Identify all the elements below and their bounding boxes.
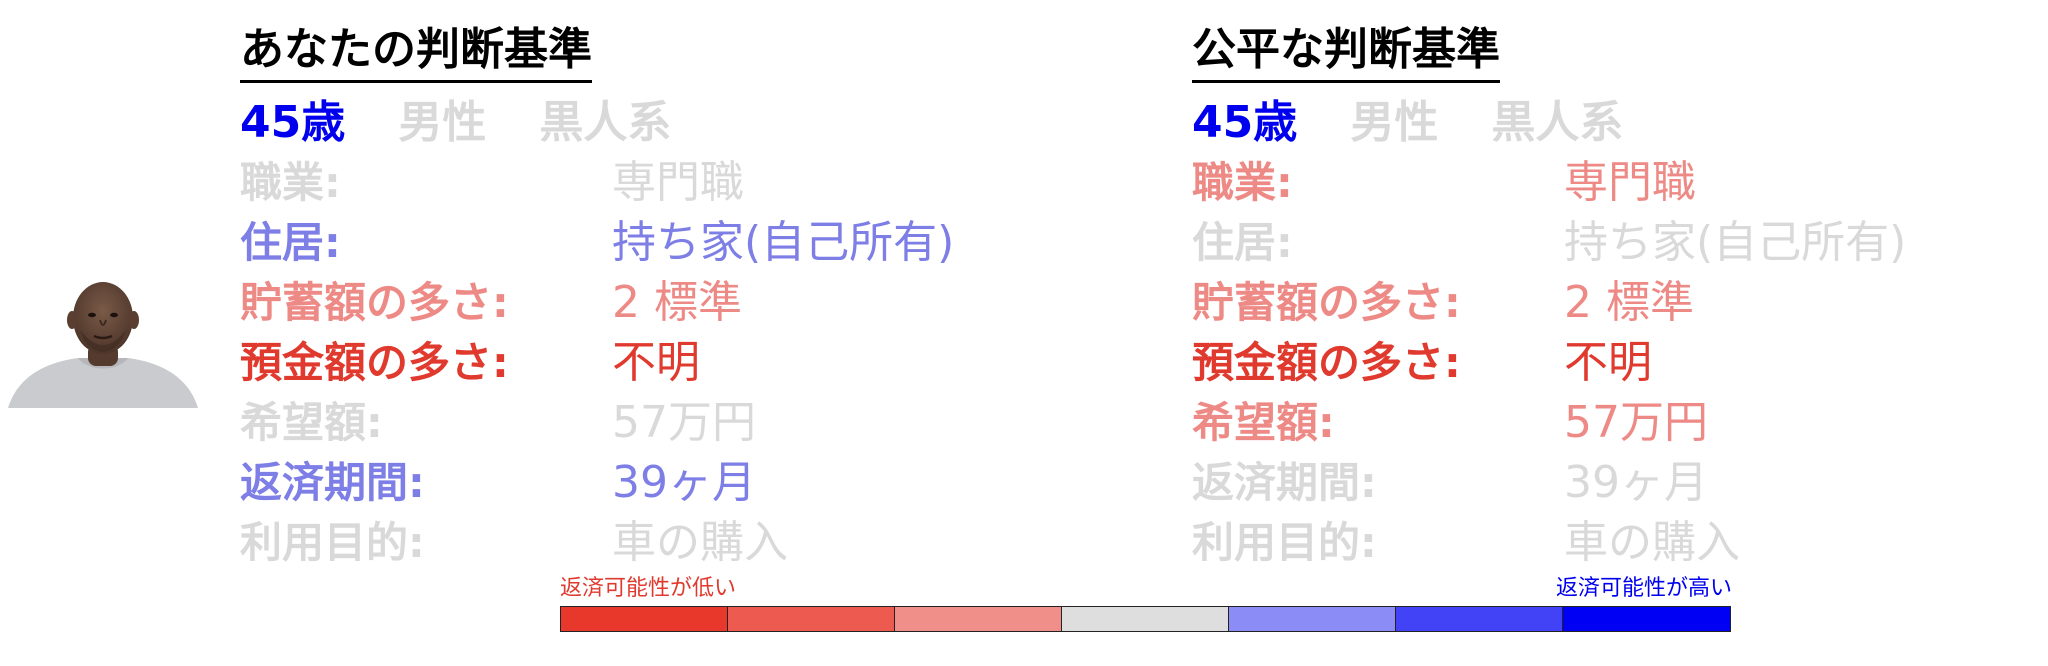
attribute-value: 57万円 — [612, 397, 756, 448]
panel-title: 公平な判断基準 — [1192, 20, 1500, 83]
demographic-age: 45歳 — [1192, 97, 1298, 148]
demographics-row: 45歳 男性 黒人系 — [240, 93, 1140, 153]
attribute-label: 職業: — [240, 158, 341, 207]
attribute-value: 2 標準 — [1564, 277, 1694, 328]
scale-segment — [1396, 607, 1563, 631]
attribute-label: 住居: — [240, 218, 341, 267]
attribute-label: 住居: — [1192, 218, 1293, 267]
scale-label-high: 返済可能性が高い — [1555, 576, 1732, 601]
attribute-row-purpose: 利用目的: 車の購入 — [240, 513, 1140, 573]
attribute-row-requested-amount: 希望額: 57万円 — [240, 393, 1140, 453]
scale-segment — [728, 607, 895, 631]
scale-segment — [1229, 607, 1396, 631]
attribute-label: 返済期間: — [1192, 458, 1377, 507]
fair-criteria-panel: 公平な判断基準 45歳 男性 黒人系 職業: 専門職 住居: 持ち家(自己所有)… — [1192, 20, 2048, 573]
person-portrait-icon — [8, 282, 198, 408]
attribute-row-housing: 住居: 持ち家(自己所有) — [240, 213, 1140, 273]
attribute-list: 職業: 専門職 住居: 持ち家(自己所有) 貯蓄額の多さ: 2 標準 預金額の多… — [1192, 153, 2048, 573]
demographic-race: 黒人系 — [1491, 97, 1624, 148]
attribute-value: 39ヶ月 — [1564, 457, 1708, 508]
attribute-value: 車の購入 — [612, 517, 788, 568]
color-scale-legend — [560, 606, 1731, 632]
demographics-row: 45歳 男性 黒人系 — [1192, 93, 2048, 153]
scale-segment — [561, 607, 728, 631]
attribute-row-savings: 貯蓄額の多さ: 2 標準 — [1192, 273, 2048, 333]
attribute-value: 持ち家(自己所有) — [612, 217, 955, 268]
demographic-age: 45歳 — [240, 97, 346, 148]
attribute-value: 39ヶ月 — [612, 457, 756, 508]
attribute-label: 希望額: — [1192, 398, 1335, 447]
attribute-label: 職業: — [1192, 158, 1293, 207]
attribute-label: 利用目的: — [1192, 518, 1377, 567]
attribute-label: 貯蓄額の多さ: — [240, 278, 509, 327]
attribute-value: 専門職 — [612, 157, 744, 208]
attribute-value: 2 標準 — [612, 277, 742, 328]
attribute-value: 車の購入 — [1564, 517, 1740, 568]
attribute-row-repayment-period: 返済期間: 39ヶ月 — [240, 453, 1140, 513]
attribute-value: 持ち家(自己所有) — [1564, 217, 1907, 268]
attribute-row-purpose: 利用目的: 車の購入 — [1192, 513, 2048, 573]
attribute-value: 専門職 — [1564, 157, 1696, 208]
attribute-row-deposit: 預金額の多さ: 不明 — [1192, 333, 2048, 393]
attribute-row-deposit: 預金額の多さ: 不明 — [240, 333, 1140, 393]
your-criteria-panel: あなたの判断基準 45歳 男性 黒人系 職業: 専門職 住居: 持ち家(自己所有… — [240, 20, 1140, 573]
demographic-gender: 男性 — [398, 97, 487, 148]
attribute-label: 返済期間: — [240, 458, 425, 507]
attribute-row-occupation: 職業: 専門職 — [240, 153, 1140, 213]
scale-segment — [1563, 607, 1730, 631]
scale-segment — [895, 607, 1062, 631]
attribute-label: 預金額の多さ: — [1192, 338, 1461, 387]
attribute-value: 不明 — [612, 337, 700, 388]
attribute-list: 職業: 専門職 住居: 持ち家(自己所有) 貯蓄額の多さ: 2 標準 預金額の多… — [240, 153, 1140, 573]
attribute-label: 利用目的: — [240, 518, 425, 567]
attribute-label: 預金額の多さ: — [240, 338, 509, 387]
attribute-row-repayment-period: 返済期間: 39ヶ月 — [1192, 453, 2048, 513]
scale-segment — [1062, 607, 1229, 631]
attribute-value: 57万円 — [1564, 397, 1708, 448]
attribute-row-requested-amount: 希望額: 57万円 — [1192, 393, 2048, 453]
attribute-label: 貯蓄額の多さ: — [1192, 278, 1461, 327]
scale-label-low: 返済可能性が低い — [560, 576, 737, 601]
attribute-row-occupation: 職業: 専門職 — [1192, 153, 2048, 213]
panel-title: あなたの判断基準 — [240, 20, 592, 83]
attribute-row-savings: 貯蓄額の多さ: 2 標準 — [240, 273, 1140, 333]
demographic-race: 黒人系 — [539, 97, 672, 148]
attribute-label: 希望額: — [240, 398, 383, 447]
attribute-value: 不明 — [1564, 337, 1652, 388]
attribute-row-housing: 住居: 持ち家(自己所有) — [1192, 213, 2048, 273]
demographic-gender: 男性 — [1350, 97, 1439, 148]
